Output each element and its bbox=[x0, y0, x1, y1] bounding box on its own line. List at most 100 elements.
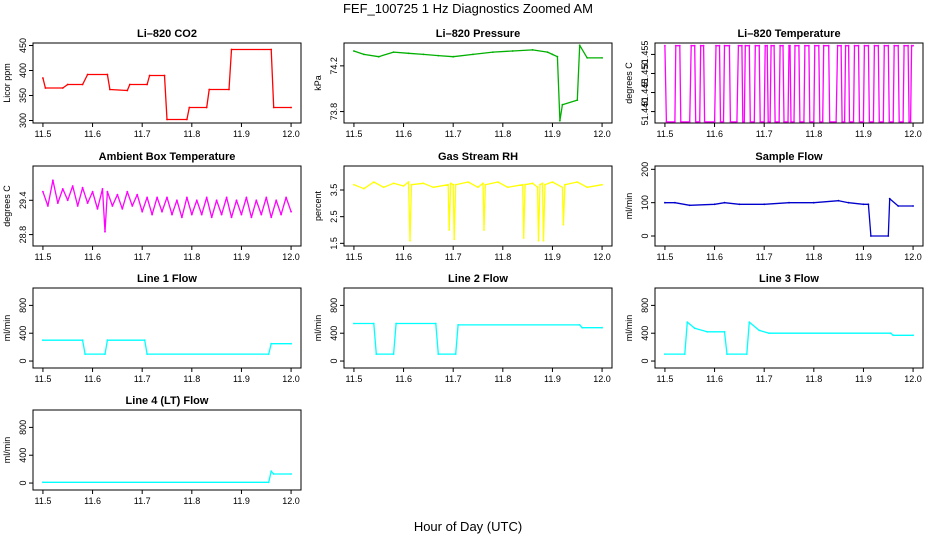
data-point bbox=[840, 44, 842, 47]
data-point bbox=[544, 183, 546, 186]
x-tick-label: 12.0 bbox=[593, 129, 611, 139]
data-point bbox=[737, 44, 740, 47]
data-point bbox=[190, 213, 193, 216]
data-point bbox=[812, 121, 815, 123]
data-point bbox=[56, 202, 59, 205]
data-point bbox=[457, 324, 459, 326]
panel-title: Li–820 CO2 bbox=[137, 28, 197, 40]
data-point bbox=[821, 121, 824, 123]
x-tick-label: 11.6 bbox=[706, 129, 723, 139]
data-point bbox=[250, 216, 253, 219]
data-point bbox=[44, 87, 47, 89]
data-point bbox=[769, 121, 771, 123]
data-point bbox=[910, 44, 913, 47]
data-point bbox=[437, 54, 440, 57]
plot-frame bbox=[654, 165, 924, 247]
panel-rh: Gas Stream RH 11.5 11.6 11.7 11.8 11.9 12.0 1.5… bbox=[313, 151, 613, 262]
data-point bbox=[186, 118, 188, 121]
data-point bbox=[564, 183, 566, 186]
data-point bbox=[230, 48, 233, 51]
data-point bbox=[863, 44, 866, 47]
data-point bbox=[862, 121, 865, 123]
data-point bbox=[215, 199, 218, 202]
data-point bbox=[794, 44, 796, 47]
data-point bbox=[111, 205, 114, 207]
x-tick-label: 11.5 bbox=[345, 374, 362, 384]
data-point bbox=[84, 353, 86, 355]
plot-frame bbox=[343, 287, 613, 369]
data-point bbox=[116, 193, 119, 196]
x-tick-label: 11.9 bbox=[233, 496, 250, 506]
series-line-box_temp bbox=[42, 179, 292, 233]
data-point bbox=[220, 213, 223, 216]
x-tick-label: 12.0 bbox=[593, 374, 611, 384]
figure-xlabel: Hour of Day (UTC) bbox=[414, 519, 522, 534]
y-tick-label: 400 bbox=[640, 326, 650, 341]
data-point bbox=[722, 121, 725, 123]
panel-title: Line 3 Flow bbox=[759, 273, 819, 285]
data-point bbox=[449, 182, 452, 185]
data-point bbox=[290, 106, 292, 109]
x-tick-label: 11.7 bbox=[134, 374, 151, 384]
panel-line2: Line 2 Flow 11.5 11.6 11.7 11.8 11.9 12.0 0 400 8… bbox=[313, 273, 613, 384]
data-point bbox=[586, 186, 589, 189]
x-tick-label: 11.9 bbox=[855, 374, 872, 384]
data-point bbox=[694, 121, 697, 123]
data-point bbox=[808, 121, 811, 123]
y-tick-label: 51.440 bbox=[640, 98, 650, 126]
data-point bbox=[576, 99, 579, 101]
data-point bbox=[181, 216, 183, 219]
x-tick-label: 11.8 bbox=[805, 252, 822, 262]
data-point bbox=[713, 203, 716, 206]
data-point bbox=[893, 44, 896, 47]
panel-title: Line 1 Flow bbox=[137, 273, 197, 285]
data-point bbox=[511, 50, 514, 52]
data-point bbox=[42, 481, 44, 484]
data-point bbox=[96, 208, 99, 210]
data-point bbox=[531, 49, 534, 51]
data-point bbox=[907, 44, 909, 47]
data-point bbox=[787, 121, 789, 123]
data-point bbox=[798, 44, 800, 47]
y-tick-label: 1.5 bbox=[329, 237, 339, 250]
x-tick-label: 11.5 bbox=[345, 129, 362, 139]
data-point bbox=[813, 44, 816, 47]
data-point bbox=[86, 202, 89, 205]
y-tick-label: 0 bbox=[18, 481, 28, 486]
data-point bbox=[208, 88, 211, 91]
data-point bbox=[163, 74, 166, 77]
data-point bbox=[81, 83, 84, 86]
panel-line3: Line 3 Flow 11.5 11.6 11.7 11.8 11.9 12.0 0 400 8… bbox=[624, 273, 924, 384]
data-point bbox=[171, 213, 173, 216]
data-point bbox=[141, 210, 144, 213]
data-point bbox=[699, 44, 702, 47]
data-point bbox=[892, 121, 895, 123]
data-point bbox=[260, 213, 263, 216]
data-point bbox=[723, 201, 726, 204]
data-point bbox=[255, 199, 258, 202]
data-point bbox=[882, 121, 885, 123]
data-point bbox=[148, 74, 151, 77]
data-point bbox=[121, 208, 124, 210]
series-line-line3 bbox=[664, 321, 914, 355]
data-point bbox=[200, 213, 203, 216]
data-point bbox=[290, 473, 292, 475]
y-axis-label: ml/min bbox=[2, 315, 12, 342]
plot-frame bbox=[654, 287, 924, 369]
y-tick-label: 300 bbox=[18, 113, 28, 128]
data-point bbox=[912, 205, 914, 207]
data-point bbox=[482, 182, 484, 185]
data-point bbox=[270, 470, 273, 473]
data-point bbox=[726, 353, 728, 355]
data-point bbox=[492, 51, 494, 53]
data-point bbox=[674, 121, 676, 123]
data-point bbox=[166, 118, 168, 121]
x-tick-label: 12.0 bbox=[282, 252, 300, 262]
data-point bbox=[454, 183, 457, 186]
panel-title: Line 4 (LT) Flow bbox=[126, 395, 209, 407]
data-point bbox=[437, 353, 440, 355]
x-tick-label: 11.7 bbox=[445, 374, 462, 384]
data-point bbox=[521, 183, 524, 186]
y-tick-label: 200 bbox=[640, 162, 650, 177]
panel-pressure: Li–820 Pressure 11.5 11.6 11.7 11.8 11.9 12.0 7… bbox=[313, 28, 613, 139]
